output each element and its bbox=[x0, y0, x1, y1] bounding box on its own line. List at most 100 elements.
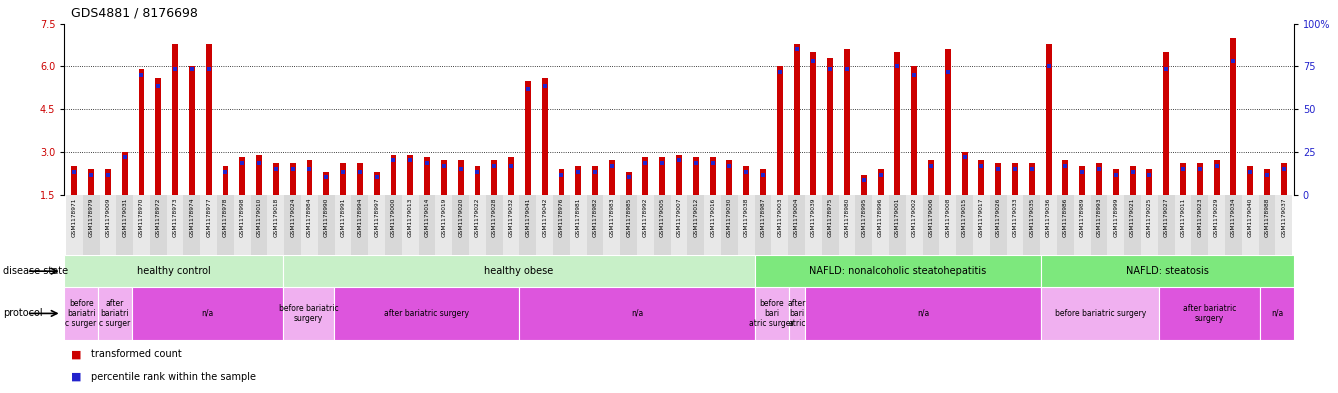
Text: GSM1178976: GSM1178976 bbox=[559, 198, 563, 237]
Bar bbox=[373, 172, 380, 195]
Bar bbox=[788, 195, 805, 255]
Bar bbox=[64, 255, 284, 287]
Bar bbox=[486, 195, 503, 255]
Bar bbox=[827, 58, 834, 195]
Text: GSM1178999: GSM1178999 bbox=[1113, 198, 1119, 237]
Text: GSM1179018: GSM1179018 bbox=[273, 198, 278, 237]
Bar bbox=[368, 195, 385, 255]
Text: GSM1179004: GSM1179004 bbox=[795, 198, 799, 237]
Text: healthy obese: healthy obese bbox=[484, 266, 554, 276]
Bar bbox=[693, 158, 698, 195]
Text: GSM1179015: GSM1179015 bbox=[962, 198, 967, 237]
Bar bbox=[542, 78, 547, 195]
Text: GSM1179023: GSM1179023 bbox=[1198, 198, 1203, 237]
Text: GSM1179002: GSM1179002 bbox=[911, 198, 917, 237]
Text: GSM1179016: GSM1179016 bbox=[710, 198, 714, 237]
Text: GSM1179014: GSM1179014 bbox=[424, 198, 429, 237]
Text: GSM1179027: GSM1179027 bbox=[1164, 198, 1168, 237]
Text: GSM1179031: GSM1179031 bbox=[122, 198, 127, 237]
Bar bbox=[424, 158, 429, 195]
Bar bbox=[660, 158, 665, 195]
Bar bbox=[1157, 195, 1175, 255]
Bar bbox=[234, 195, 250, 255]
Bar bbox=[1029, 163, 1034, 195]
Bar bbox=[284, 195, 301, 255]
Bar bbox=[793, 44, 800, 195]
Bar bbox=[973, 195, 990, 255]
Bar bbox=[721, 195, 737, 255]
Bar bbox=[760, 169, 765, 195]
Bar bbox=[1080, 166, 1085, 195]
Text: GSM1178979: GSM1178979 bbox=[88, 198, 94, 237]
Bar bbox=[744, 166, 749, 195]
Text: after
bari
atric: after bari atric bbox=[788, 299, 805, 328]
Text: before
bari
atric surger: before bari atric surger bbox=[749, 299, 793, 328]
Bar bbox=[442, 160, 447, 195]
Bar bbox=[352, 195, 368, 255]
Bar bbox=[755, 255, 1041, 287]
Bar bbox=[860, 174, 867, 195]
Text: NAFLD: steatosis: NAFLD: steatosis bbox=[1127, 266, 1210, 276]
Bar bbox=[642, 158, 649, 195]
Bar bbox=[1006, 195, 1024, 255]
Bar bbox=[670, 195, 688, 255]
Bar bbox=[844, 49, 850, 195]
Bar bbox=[122, 152, 127, 195]
Text: GSM1179032: GSM1179032 bbox=[508, 198, 514, 237]
Bar bbox=[939, 195, 957, 255]
Bar bbox=[911, 66, 917, 195]
Bar bbox=[1096, 163, 1103, 195]
Text: GDS4881 / 8176698: GDS4881 / 8176698 bbox=[71, 7, 198, 20]
Bar bbox=[839, 195, 855, 255]
Text: GSM1179039: GSM1179039 bbox=[811, 198, 816, 237]
Bar bbox=[508, 158, 514, 195]
Bar bbox=[737, 195, 755, 255]
Bar bbox=[250, 195, 268, 255]
Text: GSM1178992: GSM1178992 bbox=[644, 198, 648, 237]
Bar bbox=[1196, 163, 1203, 195]
Bar bbox=[575, 166, 581, 195]
Bar bbox=[1012, 163, 1018, 195]
Text: GSM1178990: GSM1178990 bbox=[324, 198, 329, 237]
Text: GSM1178981: GSM1178981 bbox=[575, 198, 581, 237]
Bar bbox=[458, 160, 463, 195]
Bar bbox=[788, 287, 805, 340]
Bar bbox=[217, 195, 234, 255]
Text: GSM1179011: GSM1179011 bbox=[1180, 198, 1185, 237]
Bar bbox=[64, 287, 98, 340]
Text: GSM1178977: GSM1178977 bbox=[206, 198, 211, 237]
Text: GSM1178973: GSM1178973 bbox=[173, 198, 178, 237]
Text: GSM1179007: GSM1179007 bbox=[677, 198, 681, 237]
Bar bbox=[1090, 195, 1108, 255]
Bar bbox=[155, 78, 162, 195]
Text: ■: ■ bbox=[71, 372, 82, 382]
Bar bbox=[407, 155, 413, 195]
Text: GSM1179001: GSM1179001 bbox=[895, 198, 900, 237]
Bar bbox=[334, 195, 352, 255]
Text: after bariatric
surgery: after bariatric surgery bbox=[1183, 304, 1236, 323]
Text: GSM1179030: GSM1179030 bbox=[727, 198, 732, 237]
Text: n/a: n/a bbox=[917, 309, 930, 318]
Text: GSM1179025: GSM1179025 bbox=[1147, 198, 1152, 237]
Text: ■: ■ bbox=[71, 349, 82, 359]
Bar bbox=[654, 195, 670, 255]
Text: GSM1178972: GSM1178972 bbox=[155, 198, 161, 237]
Text: GSM1179010: GSM1179010 bbox=[257, 198, 262, 237]
Bar bbox=[139, 69, 145, 195]
Bar bbox=[957, 195, 973, 255]
Bar bbox=[1163, 52, 1169, 195]
Text: GSM1178996: GSM1178996 bbox=[878, 198, 883, 237]
Bar bbox=[609, 160, 614, 195]
Text: GSM1179008: GSM1179008 bbox=[946, 198, 950, 237]
Text: before bariatric surgery: before bariatric surgery bbox=[1054, 309, 1145, 318]
Bar bbox=[1264, 169, 1270, 195]
Bar bbox=[99, 195, 116, 255]
Bar bbox=[391, 155, 396, 195]
Bar bbox=[1247, 166, 1254, 195]
Bar bbox=[805, 195, 822, 255]
Bar bbox=[401, 195, 419, 255]
Bar bbox=[727, 160, 732, 195]
Bar bbox=[519, 195, 537, 255]
Bar bbox=[88, 169, 94, 195]
Bar bbox=[621, 195, 637, 255]
